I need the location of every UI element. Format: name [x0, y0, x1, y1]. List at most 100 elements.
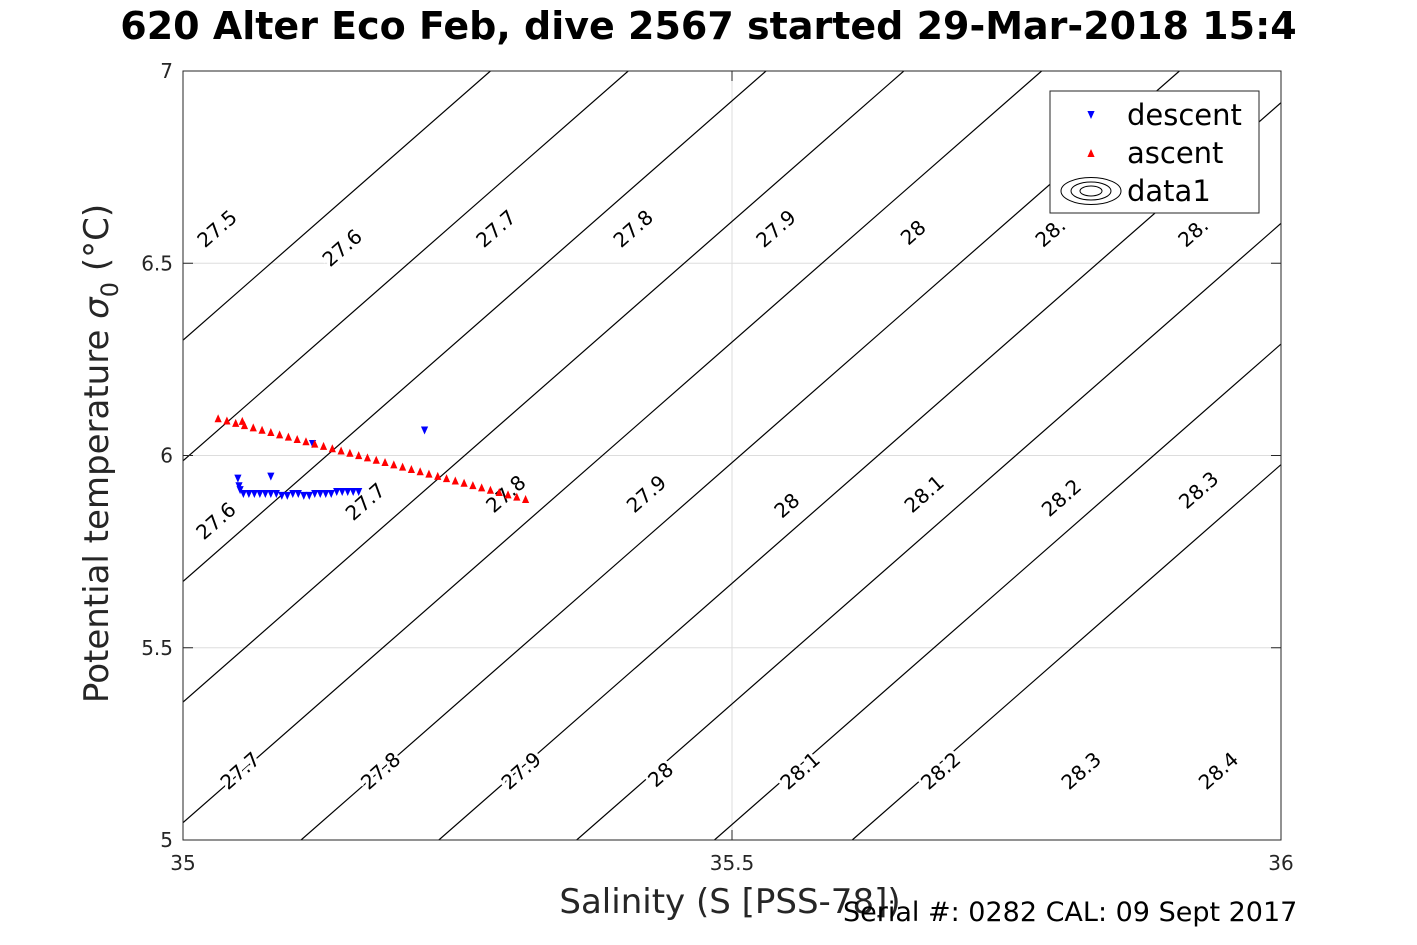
contour-label: 27.7 [471, 205, 520, 252]
series-ascent [214, 414, 530, 503]
ascent-point [238, 416, 246, 425]
ascent-point [469, 481, 477, 490]
descent-point [338, 488, 346, 497]
ascent-point [319, 441, 328, 450]
descent-point [267, 472, 275, 481]
descent-point [278, 491, 286, 500]
x-tick-label: 35.5 [710, 851, 755, 875]
ascent-point [434, 471, 442, 480]
legend-marker-ascent [1087, 149, 1095, 157]
descent-point [344, 488, 352, 497]
descent-point [311, 489, 319, 498]
ascent-point [486, 485, 495, 494]
axis-ticks: 35 35.5 36 5 5.5 6 6.5 7 [141, 59, 1294, 875]
contour-line [183, 71, 491, 341]
contour-label: 28.1 [899, 470, 948, 517]
descent-point [250, 489, 258, 498]
descent-point [316, 489, 324, 498]
ascent-point [355, 451, 363, 460]
contour-label: 28 [896, 215, 931, 250]
contour-label: 28.4 [1194, 747, 1243, 794]
ascent-point [504, 490, 512, 499]
legend-label: ascent [1127, 136, 1223, 170]
y-tick-label: 6.5 [141, 251, 173, 275]
contour-label: 27.9 [497, 747, 546, 794]
y-axis-label-main: Potential temperature [77, 319, 117, 703]
descent-point [327, 489, 335, 498]
legend-label: descent [1127, 98, 1242, 132]
ascent-point [293, 434, 301, 443]
descent-point [272, 489, 280, 498]
contour-label: 28.2 [916, 747, 965, 794]
contour-label: 27.7 [341, 478, 390, 525]
contour-label: 28. [1173, 213, 1213, 252]
legend-box [1049, 90, 1260, 214]
ascent-point [478, 483, 486, 492]
legend-contour-ring [1079, 185, 1103, 197]
ascent-point [337, 446, 345, 455]
descent-point [420, 426, 429, 435]
contour-label: 27.9 [622, 470, 671, 517]
contour-label: 28 [769, 488, 804, 523]
legend-marker-descent [1087, 111, 1095, 119]
series-descent [234, 426, 429, 500]
data-series [214, 414, 530, 503]
ascent-point [311, 439, 319, 448]
contour-line [300, 71, 1180, 840]
y-axis-label-symbol: σ [77, 296, 117, 319]
serial-calibration-footer: Serial #: 0282 CAL: 09 Sept 2017 [843, 897, 1298, 928]
descent-point [289, 489, 297, 498]
ascent-point [416, 467, 424, 476]
ascent-point [451, 476, 459, 485]
x-tick-label: 36 [1268, 851, 1293, 875]
ascent-point [276, 430, 284, 439]
descent-point [294, 489, 302, 498]
legend: descent ascent data1 [1049, 90, 1260, 214]
descent-point [349, 488, 357, 497]
ascent-point [363, 453, 372, 462]
y-tick-label: 6 [160, 444, 173, 468]
legend-label: data1 [1127, 174, 1211, 208]
contour-line [714, 343, 1281, 840]
ascent-point [460, 478, 468, 487]
ascent-point [267, 428, 275, 437]
contour-label: 27.8 [481, 470, 530, 517]
contour-label: 28.3 [1057, 747, 1106, 794]
descent-point [245, 489, 253, 498]
legend-contour-icon [1060, 177, 1122, 205]
ascent-point [249, 423, 257, 432]
contour-line [576, 222, 1281, 840]
descent-point [305, 491, 313, 500]
descent-point [256, 489, 264, 498]
contour-label: 28.2 [1037, 474, 1086, 521]
ascent-point [258, 425, 266, 434]
descent-point [283, 491, 291, 500]
descent-point [234, 474, 242, 483]
ascent-point [223, 416, 231, 425]
ascent-point [442, 474, 451, 483]
contour-label: 28.1 [775, 747, 824, 794]
contour-label: 28. [1031, 213, 1071, 252]
contour-label: 28 [643, 757, 678, 792]
descent-point [261, 489, 269, 498]
descent-point [239, 489, 247, 498]
contour-label: 27.8 [609, 205, 658, 252]
ascent-point [399, 462, 407, 471]
ascent-point [328, 444, 336, 453]
x-axis-label: Salinity (S [PSS-78]) [559, 882, 900, 922]
ascent-point [302, 437, 310, 446]
figure-title: 620 Alter Eco Feb, dive 2567 started 29-… [120, 4, 1297, 48]
ascent-point [232, 418, 240, 427]
y-tick-label: 5.5 [141, 636, 173, 660]
descent-point [300, 491, 308, 500]
ascent-point [495, 488, 503, 497]
contour-label: 27.8 [356, 747, 405, 794]
descent-point [322, 489, 330, 498]
ascent-point [214, 414, 222, 423]
contour-line [183, 71, 1043, 824]
y-tick-label: 5 [160, 828, 173, 852]
y-axis-label-unit: (°C) [77, 204, 117, 282]
contour-label: 27.9 [751, 205, 800, 252]
contour-label: 27.5 [192, 205, 241, 252]
